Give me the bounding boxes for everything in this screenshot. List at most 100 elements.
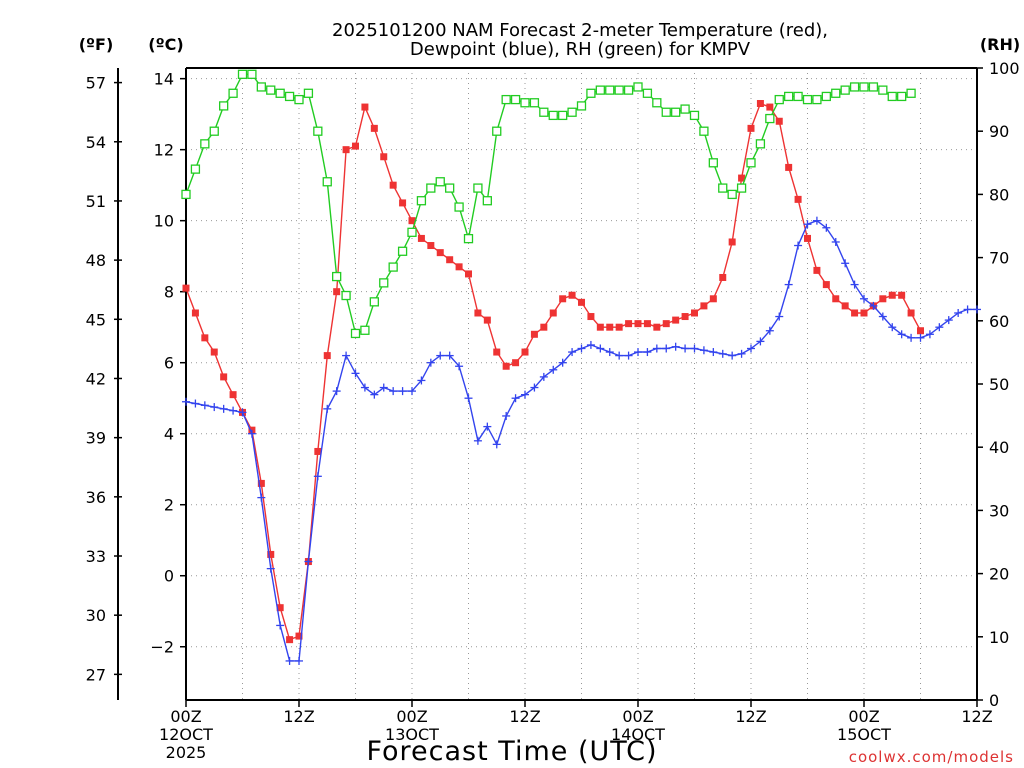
- temperature-point: [540, 323, 548, 331]
- rh-point: [482, 196, 492, 206]
- rh-point: [736, 183, 747, 193]
- temperature-point: [512, 359, 520, 367]
- dewpoint-point: [747, 344, 755, 353]
- rh-point: [397, 246, 408, 256]
- celsius-tick-label: 8: [164, 283, 174, 302]
- dewpoint-point: [370, 390, 379, 399]
- temperature-point: [719, 273, 727, 281]
- temperature-point: [672, 316, 680, 324]
- dewpoint-point: [615, 351, 624, 360]
- dewpoint-point: [210, 403, 219, 412]
- x-tick-label: 00Z: [622, 707, 653, 726]
- rh-point: [322, 177, 332, 187]
- temperature-point: [436, 249, 444, 257]
- celsius-tick-label: 4: [164, 425, 174, 444]
- temperature-point: [662, 320, 670, 328]
- dewpoint-point: [502, 411, 511, 420]
- dewpoint-point: [539, 372, 548, 381]
- rh-point: [200, 139, 210, 149]
- temperature-point: [201, 334, 209, 342]
- x-tick-label: 13OCT: [385, 725, 439, 744]
- tick-labels: −2 0 2 4 6 8 10 12 14 27 30 33 36 39 42 45 48 51 54 57 0 10 20…: [86, 59, 1020, 762]
- rh-point: [605, 85, 615, 95]
- dewpoint-point: [878, 312, 887, 321]
- dewpoint-point: [304, 557, 313, 566]
- celsius-tick-label: 14: [154, 70, 174, 89]
- rh-point: [454, 202, 464, 212]
- dewpoint-point: [295, 656, 303, 665]
- celsius-tick-label: 6: [164, 354, 174, 373]
- dewpoint-point: [332, 387, 341, 396]
- rh-point: [463, 233, 474, 244]
- temperature-point: [907, 309, 915, 317]
- temperature-point: [493, 348, 501, 356]
- dewpoint-point: [869, 301, 878, 310]
- temperature-point: [615, 323, 623, 331]
- rh-point: [859, 82, 869, 92]
- temperature-point: [606, 323, 614, 331]
- rh-point: [181, 189, 191, 200]
- dewpoint-point: [247, 429, 256, 438]
- temperature-point: [191, 309, 199, 317]
- temperature-point: [427, 242, 435, 250]
- rh-point: [897, 91, 907, 102]
- temperature-point: [822, 281, 830, 289]
- rh-point: [190, 164, 201, 174]
- dewpoint-point: [756, 337, 765, 346]
- rh-point: [379, 278, 389, 288]
- temperature-point: [879, 295, 887, 303]
- series-dewpoint: [182, 216, 981, 665]
- dewpoint-point: [436, 351, 445, 360]
- dewpoint-point: [351, 369, 360, 378]
- rh-point: [821, 91, 831, 102]
- rh-point: [576, 101, 587, 111]
- dewpoint-point: [182, 397, 190, 406]
- temperature-point: [352, 142, 359, 150]
- rh-point: [228, 88, 238, 98]
- x-tick-label: 2025: [166, 743, 207, 762]
- dewpoint-point: [568, 348, 577, 357]
- rh-point: [294, 94, 304, 105]
- fahrenheit-tick-label: 51: [86, 192, 106, 211]
- temperature-point: [653, 323, 661, 331]
- dewpoint-point: [257, 493, 266, 502]
- rh-point: [642, 88, 653, 98]
- x-tick-label: 00Z: [848, 707, 879, 726]
- rh-point: [868, 82, 879, 92]
- rh-point: [360, 325, 370, 335]
- rh-point: [256, 82, 266, 92]
- fahrenheit-tick-label: 42: [86, 369, 106, 388]
- temperature-point: [568, 291, 576, 299]
- rh-tick-label: 90: [989, 122, 1009, 141]
- dewpoint-point: [718, 349, 727, 358]
- data-series: [181, 69, 981, 665]
- temperature-point: [747, 124, 755, 132]
- rh-point: [275, 88, 285, 98]
- rh-axis-label: (RH): [980, 35, 1020, 54]
- rh-point: [595, 85, 605, 95]
- x-tick-label: 14OCT: [611, 725, 665, 744]
- dewpoint-point: [455, 362, 464, 371]
- celsius-axis-label: (ºC): [148, 35, 183, 54]
- rh-point: [586, 88, 596, 98]
- rh-point: [849, 82, 860, 92]
- rh-point: [539, 107, 549, 117]
- dewpoint-point: [266, 564, 275, 573]
- temperature-point: [286, 636, 294, 644]
- dewpoint-point: [511, 394, 520, 403]
- rh-point: [708, 158, 718, 168]
- temperature-point: [785, 163, 793, 171]
- series-temperature: [182, 100, 924, 644]
- chart-title-line-2: Dewpoint (blue), RH (green) for KMPV: [410, 39, 751, 60]
- dewpoint-point: [219, 404, 228, 413]
- dewpoint-point: [634, 348, 642, 357]
- dewpoint-point: [229, 406, 238, 415]
- dewpoint-point: [803, 220, 812, 229]
- x-tick-label: 12Z: [961, 707, 992, 726]
- dewpoint-point: [549, 365, 558, 374]
- temperature-point: [417, 234, 425, 242]
- dewpoint-point: [398, 387, 407, 396]
- rh-point: [473, 183, 483, 193]
